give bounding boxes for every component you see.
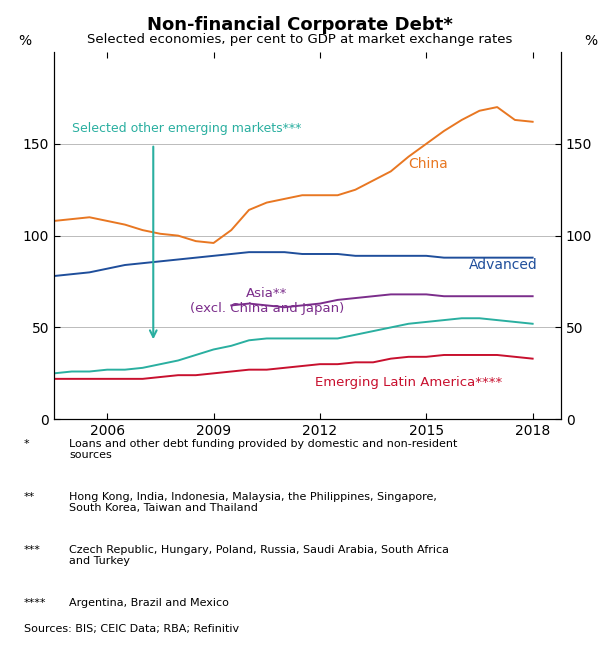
Text: Sources: BIS; CEIC Data; RBA; Refinitiv: Sources: BIS; CEIC Data; RBA; Refinitiv	[24, 625, 239, 634]
Text: Selected other emerging markets***: Selected other emerging markets***	[72, 122, 301, 135]
Text: Emerging Latin America****: Emerging Latin America****	[315, 376, 502, 389]
Text: %: %	[19, 34, 32, 48]
Text: Asia**
(excl. China and Japan): Asia** (excl. China and Japan)	[190, 287, 344, 315]
Text: China: China	[409, 157, 448, 171]
Text: Hong Kong, India, Indonesia, Malaysia, the Philippines, Singapore,
South Korea, : Hong Kong, India, Indonesia, Malaysia, t…	[69, 492, 437, 514]
Text: *: *	[24, 439, 29, 448]
Text: Advanced: Advanced	[469, 257, 538, 272]
Text: Czech Republic, Hungary, Poland, Russia, Saudi Arabia, South Africa
and Turkey: Czech Republic, Hungary, Poland, Russia,…	[69, 545, 449, 566]
Text: %: %	[584, 34, 597, 48]
Text: Loans and other debt funding provided by domestic and non-resident
sources: Loans and other debt funding provided by…	[69, 439, 457, 460]
Text: ***: ***	[24, 545, 41, 555]
Text: Selected economies, per cent to GDP at market exchange rates: Selected economies, per cent to GDP at m…	[88, 32, 512, 46]
Text: Non-financial Corporate Debt*: Non-financial Corporate Debt*	[147, 16, 453, 34]
Text: ****: ****	[24, 598, 47, 608]
Text: Argentina, Brazil and Mexico: Argentina, Brazil and Mexico	[69, 598, 229, 608]
Text: **: **	[24, 492, 35, 502]
